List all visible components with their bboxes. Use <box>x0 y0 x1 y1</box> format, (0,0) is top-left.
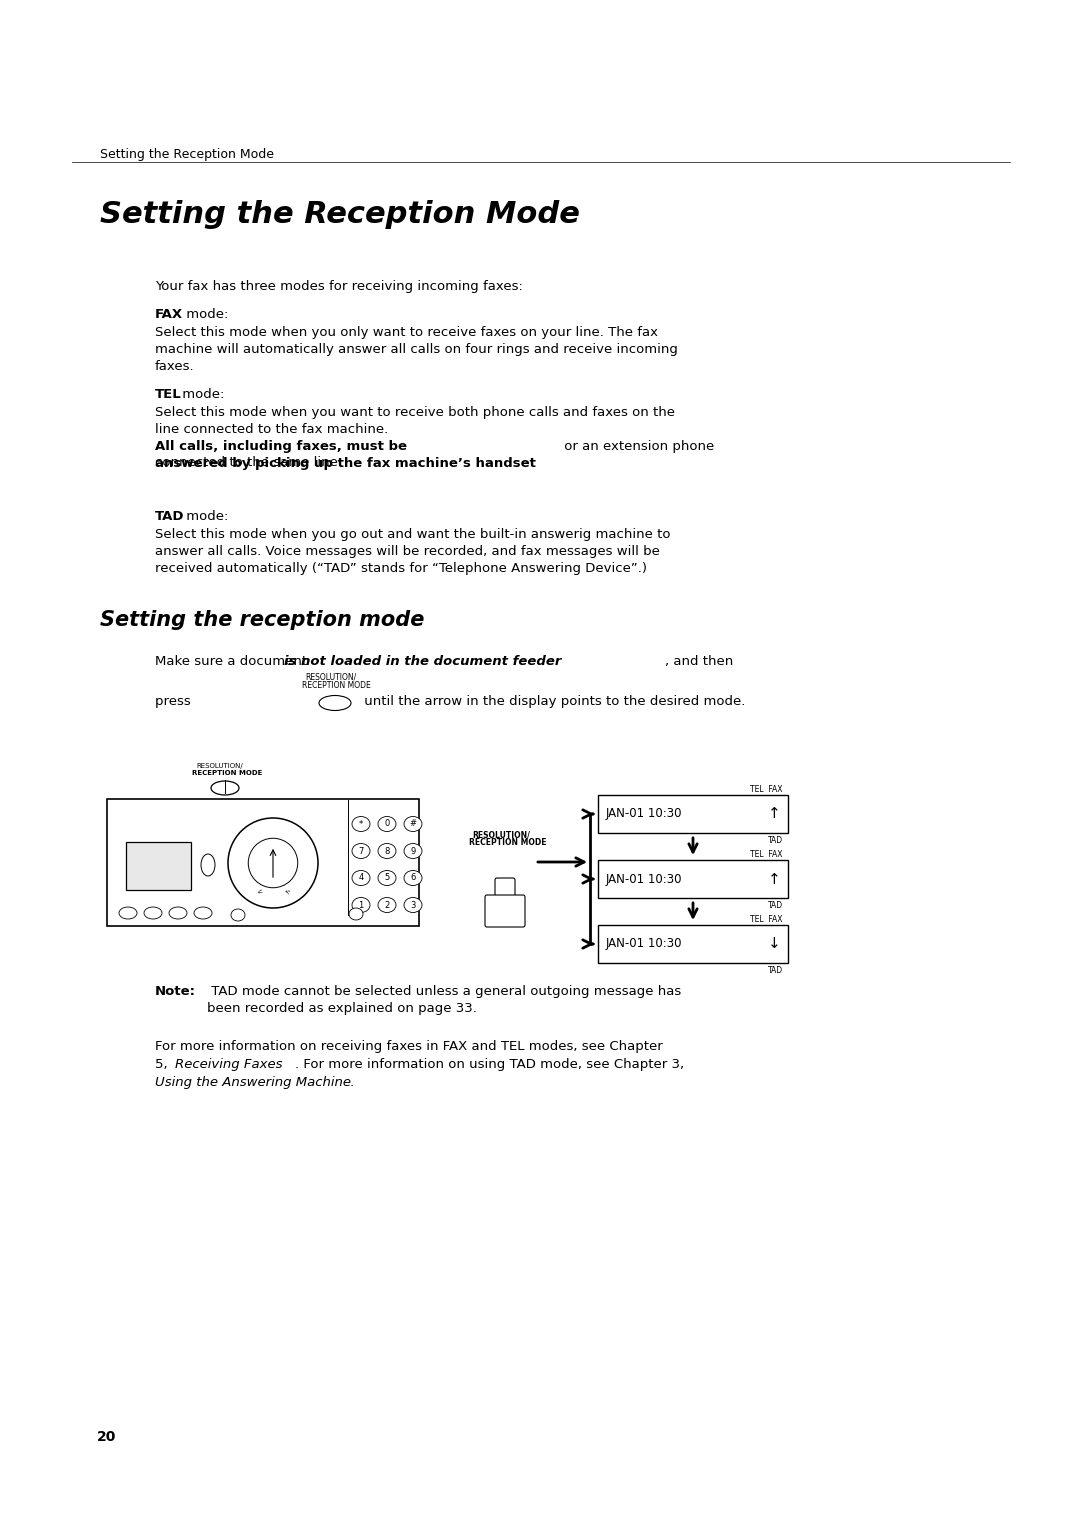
Ellipse shape <box>144 908 162 918</box>
Ellipse shape <box>231 909 245 921</box>
Text: <: < <box>256 888 264 895</box>
Ellipse shape <box>211 781 239 795</box>
Ellipse shape <box>378 871 396 886</box>
Bar <box>598 860 788 898</box>
Text: . For more information on using TAD mode, see Chapter 3,: . For more information on using TAD mode… <box>295 1057 684 1071</box>
Text: until the arrow in the display points to the desired mode.: until the arrow in the display points to… <box>360 695 745 707</box>
Text: RECEPTION MODE: RECEPTION MODE <box>192 770 262 776</box>
Ellipse shape <box>194 908 212 918</box>
Text: 6: 6 <box>410 874 416 883</box>
Text: #: # <box>409 819 417 828</box>
Text: RESOLUTION/: RESOLUTION/ <box>472 830 530 839</box>
Text: Using the Answering Machine: Using the Answering Machine <box>156 1076 351 1089</box>
Text: RESOLUTION/: RESOLUTION/ <box>195 762 243 769</box>
Text: 9: 9 <box>410 847 416 856</box>
Ellipse shape <box>201 854 215 876</box>
Text: RESOLUTION/: RESOLUTION/ <box>305 672 356 681</box>
Text: JAN-01 10:30: JAN-01 10:30 <box>606 872 683 886</box>
Text: mode:: mode: <box>183 309 228 321</box>
Text: press: press <box>156 695 195 707</box>
Ellipse shape <box>349 908 363 920</box>
Text: mode:: mode: <box>183 510 228 523</box>
Text: Select this mode when you want to receive both phone calls and faxes on the
line: Select this mode when you want to receiv… <box>156 406 675 435</box>
Ellipse shape <box>352 843 370 859</box>
Text: Select this mode when you only want to receive faxes on your line. The fax
machi: Select this mode when you only want to r… <box>156 325 678 373</box>
Text: mode:: mode: <box>178 388 225 400</box>
Bar <box>598 795 788 833</box>
Text: 4: 4 <box>359 874 364 883</box>
Text: For more information on receiving faxes in FAX and TEL modes, see Chapter: For more information on receiving faxes … <box>156 1041 663 1053</box>
Ellipse shape <box>404 816 422 831</box>
Text: Your fax has three modes for receiving incoming faxes:: Your fax has three modes for receiving i… <box>156 280 523 293</box>
FancyBboxPatch shape <box>495 879 515 902</box>
Text: TAD: TAD <box>156 510 185 523</box>
Ellipse shape <box>248 839 298 888</box>
Ellipse shape <box>404 897 422 912</box>
Text: Setting the Reception Mode: Setting the Reception Mode <box>100 148 274 160</box>
Text: TEL  FAX: TEL FAX <box>751 915 783 924</box>
Text: Note:: Note: <box>156 986 195 998</box>
Text: 5,: 5, <box>156 1057 172 1071</box>
Text: TAD: TAD <box>768 966 783 975</box>
Text: 8: 8 <box>384 847 390 856</box>
Ellipse shape <box>404 843 422 859</box>
Text: Setting the Reception Mode: Setting the Reception Mode <box>100 200 580 229</box>
Ellipse shape <box>352 871 370 886</box>
Text: TEL  FAX: TEL FAX <box>751 785 783 795</box>
Text: All calls, including faxes, must be
answered by picking up the fax machine’s han: All calls, including faxes, must be answ… <box>156 440 536 471</box>
Text: TAD: TAD <box>768 836 783 845</box>
Ellipse shape <box>378 843 396 859</box>
Text: TAD mode cannot be selected unless a general outgoing message has
been recorded : TAD mode cannot be selected unless a gen… <box>207 986 681 1015</box>
Text: is not loaded in the document feeder: is not loaded in the document feeder <box>284 656 562 668</box>
FancyBboxPatch shape <box>107 799 419 926</box>
Text: 2: 2 <box>384 900 390 909</box>
Text: 0: 0 <box>384 819 390 828</box>
Text: ↓: ↓ <box>768 937 781 952</box>
Text: TEL  FAX: TEL FAX <box>751 850 783 859</box>
Bar <box>126 842 191 889</box>
Ellipse shape <box>168 908 187 918</box>
Text: connected to the same line.: connected to the same line. <box>156 455 342 469</box>
Ellipse shape <box>228 817 318 908</box>
Bar <box>598 924 788 963</box>
Text: 1: 1 <box>359 900 364 909</box>
Text: .: . <box>350 1076 354 1089</box>
Ellipse shape <box>378 816 396 831</box>
Text: <: < <box>283 888 291 895</box>
Text: TEL: TEL <box>156 388 181 400</box>
Text: FAX: FAX <box>156 309 184 321</box>
Ellipse shape <box>378 897 396 912</box>
Text: or an extension phone: or an extension phone <box>561 440 714 452</box>
Text: TAD: TAD <box>768 902 783 911</box>
Text: Setting the reception mode: Setting the reception mode <box>100 610 424 630</box>
Text: ↑: ↑ <box>768 807 781 822</box>
Ellipse shape <box>352 816 370 831</box>
Text: JAN-01 10:30: JAN-01 10:30 <box>606 807 683 821</box>
Text: 5: 5 <box>384 874 390 883</box>
Ellipse shape <box>352 897 370 912</box>
Text: *: * <box>359 819 363 828</box>
Ellipse shape <box>404 871 422 886</box>
Text: ↑: ↑ <box>768 871 781 886</box>
Text: JAN-01 10:30: JAN-01 10:30 <box>606 938 683 950</box>
Text: Receiving Faxes: Receiving Faxes <box>175 1057 283 1071</box>
Text: RECEPTION MODE: RECEPTION MODE <box>469 837 546 847</box>
Text: , and then: , and then <box>665 656 733 668</box>
Text: 3: 3 <box>410 900 416 909</box>
Ellipse shape <box>119 908 137 918</box>
Text: RECEPTION MODE: RECEPTION MODE <box>302 681 370 691</box>
Text: Select this mode when you go out and want the built-in answerig machine to
answe: Select this mode when you go out and wan… <box>156 529 671 575</box>
Text: 20: 20 <box>97 1430 117 1444</box>
Text: Make sure a document: Make sure a document <box>156 656 311 668</box>
Ellipse shape <box>319 695 351 711</box>
FancyBboxPatch shape <box>485 895 525 927</box>
Text: 7: 7 <box>359 847 364 856</box>
